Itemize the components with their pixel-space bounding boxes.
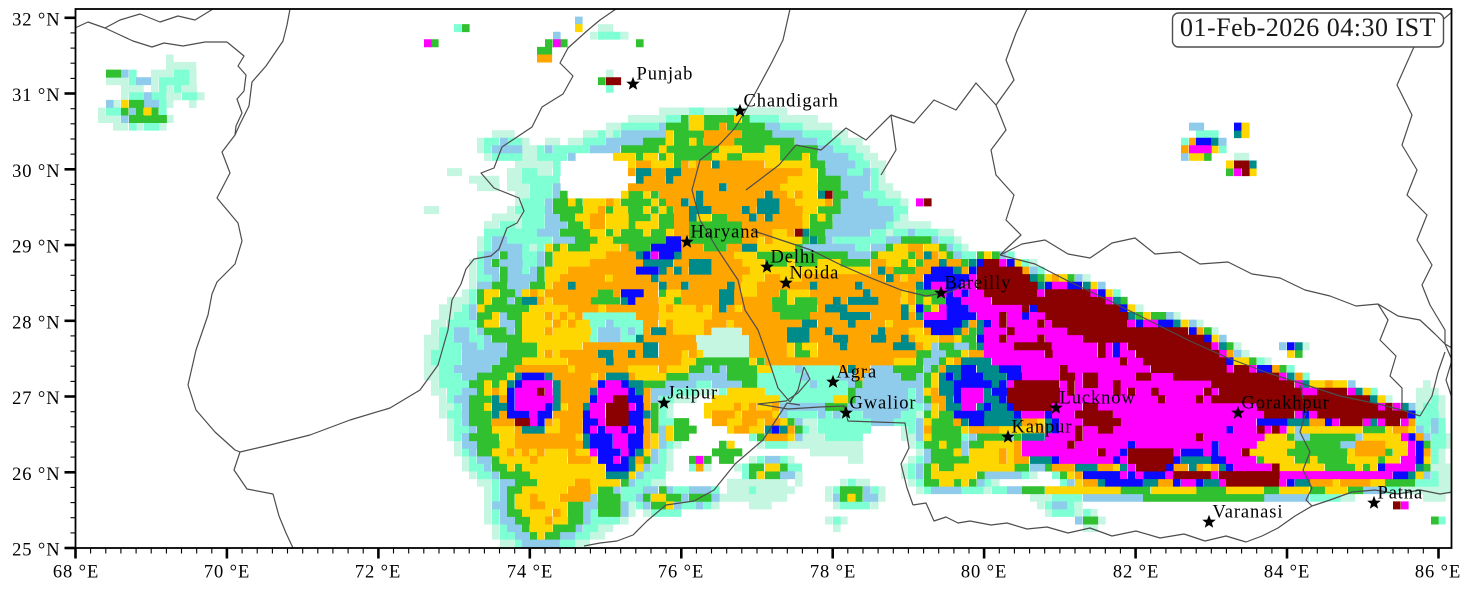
svg-text:Patna: Patna <box>1378 484 1424 504</box>
svg-text:86 °E: 86 °E <box>1415 563 1461 583</box>
svg-text:72 °E: 72 °E <box>355 563 401 583</box>
svg-text:32 °N: 32 °N <box>12 10 60 30</box>
svg-text:Chandigarh: Chandigarh <box>744 92 839 112</box>
svg-text:01-Feb-2026 04:30 IST: 01-Feb-2026 04:30 IST <box>1180 13 1436 42</box>
svg-text:30 °N: 30 °N <box>12 162 60 182</box>
svg-text:Noida: Noida <box>790 264 840 284</box>
svg-text:Punjab: Punjab <box>637 65 694 85</box>
svg-text:29 °N: 29 °N <box>12 238 60 258</box>
svg-text:80 °E: 80 °E <box>961 563 1007 583</box>
svg-text:26 °N: 26 °N <box>12 465 60 485</box>
svg-text:27 °N: 27 °N <box>12 389 60 409</box>
svg-text:Gwalior: Gwalior <box>850 394 917 414</box>
svg-text:76 °E: 76 °E <box>658 563 704 583</box>
svg-text:74 °E: 74 °E <box>507 563 553 583</box>
svg-text:Varanasi: Varanasi <box>1213 503 1284 523</box>
svg-text:Kanpur: Kanpur <box>1012 418 1073 438</box>
svg-text:68 °E: 68 °E <box>53 563 99 583</box>
svg-text:Delhi: Delhi <box>771 248 817 268</box>
svg-text:84 °E: 84 °E <box>1264 563 1310 583</box>
svg-text:31 °N: 31 °N <box>12 86 60 106</box>
svg-text:Haryana: Haryana <box>691 223 760 243</box>
svg-text:28 °N: 28 °N <box>12 313 60 333</box>
svg-text:Lucknow: Lucknow <box>1060 389 1136 409</box>
svg-text:82 °E: 82 °E <box>1113 563 1159 583</box>
svg-text:78 °E: 78 °E <box>810 563 856 583</box>
svg-text:25 °N: 25 °N <box>12 541 60 561</box>
svg-text:70 °E: 70 °E <box>204 563 250 583</box>
svg-text:Agra: Agra <box>837 363 878 383</box>
svg-text:Jaipur: Jaipur <box>668 384 719 404</box>
svg-text:Gorakhpur: Gorakhpur <box>1242 394 1330 414</box>
svg-text:Bareilly: Bareilly <box>945 274 1012 294</box>
